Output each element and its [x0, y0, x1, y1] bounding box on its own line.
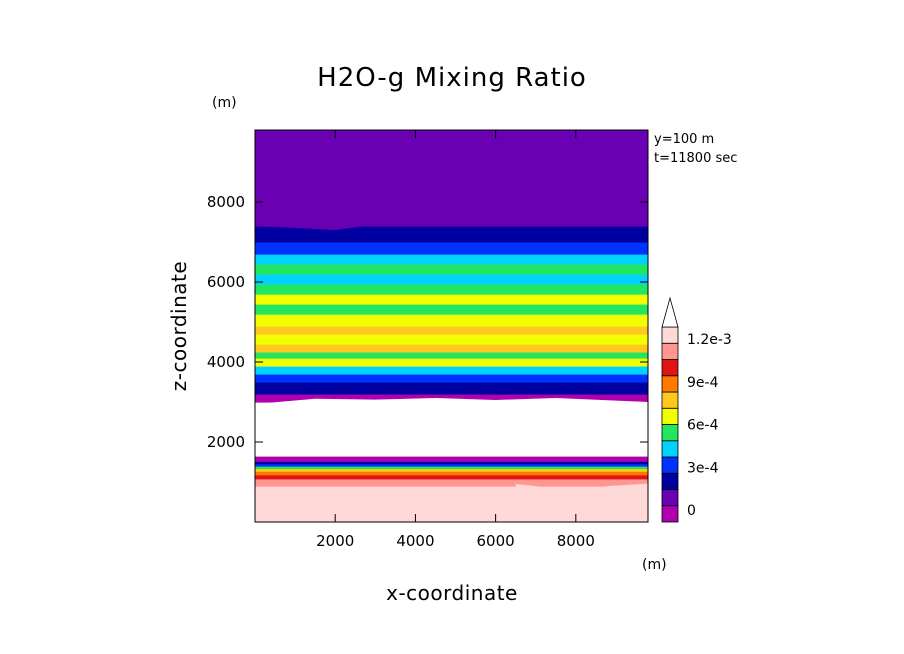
colorbar-tick-label: 1.2e-3 — [687, 332, 732, 348]
contour-region — [255, 130, 648, 230]
plot-area — [254, 129, 649, 523]
contour-band — [255, 352, 648, 359]
y-tick-label: 4000 — [207, 353, 245, 371]
contour-band — [255, 358, 648, 367]
chart-title: H2O-g Mixing Ratio — [317, 63, 587, 93]
contour-band — [255, 226, 648, 243]
contour-band — [255, 471, 648, 476]
contour-region — [255, 398, 648, 456]
contour-band — [255, 474, 648, 480]
colorbar-extend-arrow — [661, 296, 679, 328]
annotation-y-location: y=100 m — [654, 132, 714, 147]
contour-band — [255, 304, 648, 315]
contour-band — [255, 294, 648, 305]
annotation-time: t=11800 sec — [654, 151, 737, 166]
contour-band — [255, 242, 648, 255]
contour-band — [255, 466, 648, 469]
contour-band — [255, 334, 648, 345]
y-axis-title: z-coordinate — [167, 261, 191, 391]
contour-band — [255, 461, 648, 465]
colorbar-swatch — [661, 359, 679, 377]
colorbar-swatch — [661, 456, 679, 474]
contour-band — [255, 394, 648, 403]
contour-band — [255, 254, 648, 265]
x-tick-label: 6000 — [477, 532, 515, 550]
colorbar-swatch — [661, 489, 679, 507]
x-tick-label: 2000 — [316, 532, 354, 550]
x-axis-title: x-coordinate — [386, 581, 518, 605]
colorbar-tick-label: 6e-4 — [687, 418, 719, 434]
colorbar-swatch — [661, 342, 679, 360]
colorbar-swatch — [661, 505, 679, 523]
colorbar-swatch — [661, 391, 679, 409]
contour-band — [255, 344, 648, 353]
contour-region — [515, 483, 648, 522]
y-axis-unit: (m) — [212, 95, 237, 111]
contour-band — [255, 326, 648, 335]
x-tick-label: 4000 — [396, 532, 434, 550]
x-axis-ticks: 2000 4000 6000 8000 — [316, 130, 595, 550]
contour-band — [255, 314, 648, 327]
y-tick-label: 6000 — [207, 273, 245, 291]
colorbar-tick-label: 9e-4 — [687, 375, 719, 391]
y-axis-ticks: 2000 4000 6000 8000 — [207, 193, 648, 451]
colorbar-swatch — [661, 375, 679, 393]
y-tick-label: 2000 — [207, 433, 245, 451]
colorbar: 0 3e-4 6e-4 9e-4 1.2e-3 — [661, 296, 732, 523]
plot-frame — [254, 129, 649, 523]
x-axis-unit: (m) — [642, 557, 667, 573]
contour-band — [255, 478, 648, 487]
y-tick-label: 8000 — [207, 193, 245, 211]
contour-band — [255, 456, 648, 462]
contour-band — [255, 468, 648, 472]
colorbar-swatch — [661, 326, 679, 344]
colorbar-swatch — [661, 424, 679, 442]
contour-band — [255, 382, 648, 395]
colorbar-swatch — [661, 440, 679, 458]
colorbar-tick-label: 3e-4 — [687, 460, 719, 476]
contour-band — [255, 463, 648, 467]
colorbar-swatch — [661, 407, 679, 425]
contour-band — [255, 274, 648, 285]
contour-band — [255, 284, 648, 295]
contour-band — [255, 366, 648, 375]
x-tick-label: 8000 — [557, 532, 595, 550]
contour-band — [255, 374, 648, 383]
colorbar-tick-label: 0 — [687, 503, 696, 519]
contour-band — [255, 264, 648, 275]
colorbar-swatch — [661, 472, 679, 490]
